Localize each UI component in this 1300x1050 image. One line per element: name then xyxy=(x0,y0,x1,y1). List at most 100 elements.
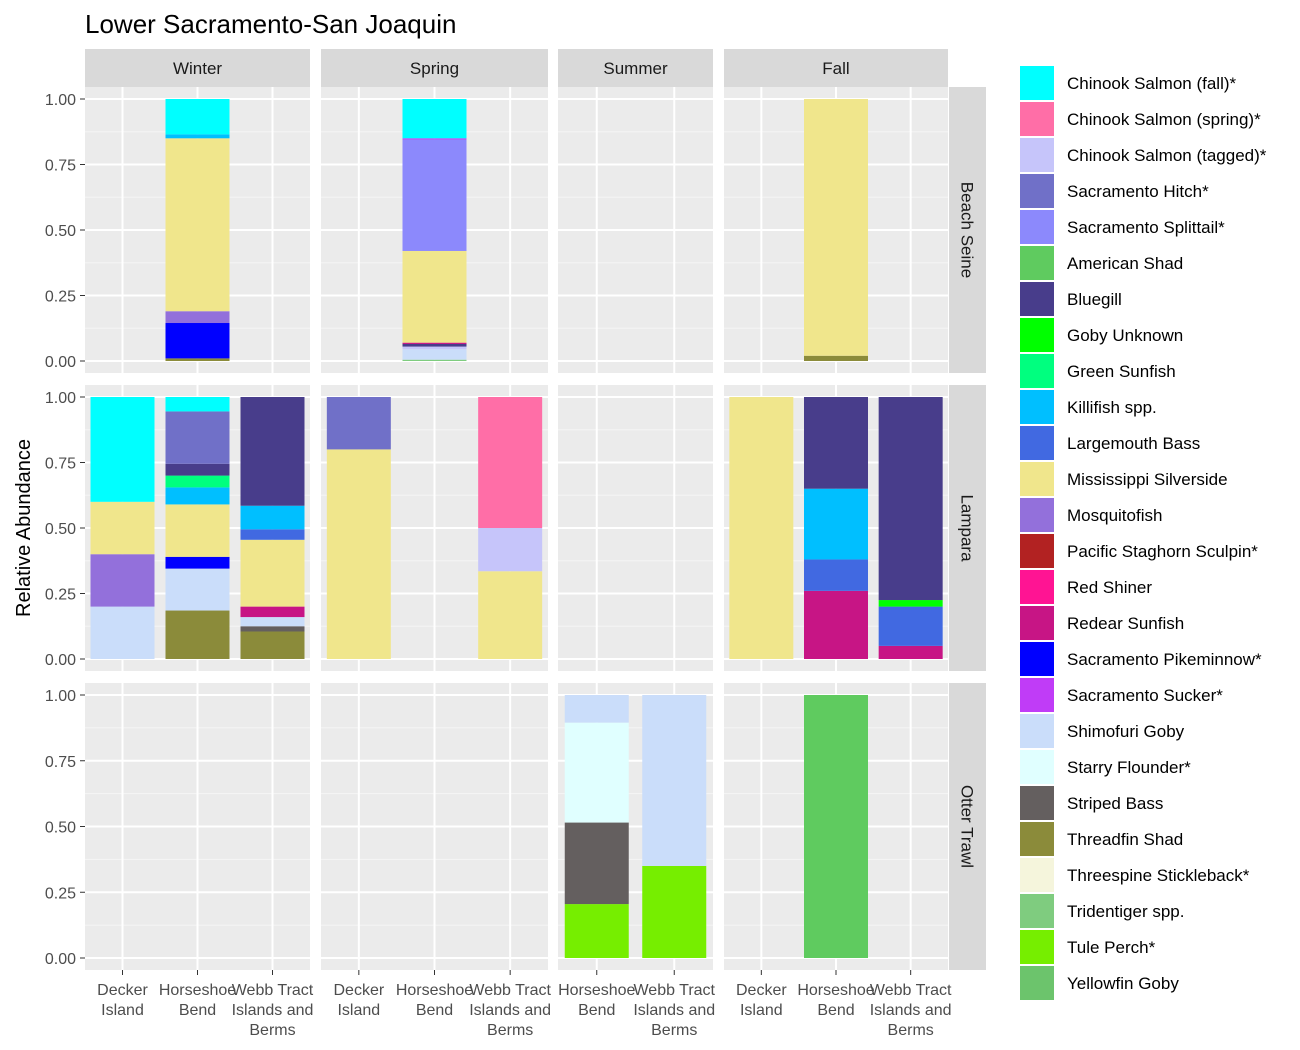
legend-item-redear-sunfish: Redear Sunfish xyxy=(1020,606,1184,640)
legend-item-largemouth-bass: Largemouth Bass xyxy=(1020,426,1200,460)
legend-label: Chinook Salmon (tagged)* xyxy=(1067,146,1267,165)
bar-segment-chinook-salmon-fall xyxy=(90,397,155,502)
x-tick-label: Webb Tract Islands and Berms xyxy=(633,982,715,1039)
y-tick-label: 1.00 xyxy=(45,688,76,705)
legend-item-yellowfin-goby: Yellowfin Goby xyxy=(1020,966,1179,1000)
bar-segment-shimofuri-goby xyxy=(642,695,707,866)
legend-item-starry-flounder: Starry Flounder* xyxy=(1020,750,1191,784)
strip-background xyxy=(949,683,986,970)
legend-label: Threespine Stickleback* xyxy=(1067,866,1250,885)
panel-lampara-summer xyxy=(558,385,713,671)
legend-item-mosquitofish: Mosquitofish xyxy=(1020,498,1162,532)
bar-segment-sacramento-splittail xyxy=(402,139,467,251)
bar-segment-mississippi-silverside xyxy=(326,449,391,659)
bar-beach-seine-winter-horseshoe-bend xyxy=(165,99,230,361)
y-tick-label: 0.50 xyxy=(45,223,76,240)
bar-segment-mississippi-silverside xyxy=(478,571,543,659)
strip-summer: Summer xyxy=(558,49,713,87)
legend-key xyxy=(1020,426,1054,460)
y-tick-label: 0.25 xyxy=(45,587,76,604)
bar-segment-striped-bass xyxy=(564,822,629,905)
bar-lampara-fall-webb-tract-islands-and-berms xyxy=(878,397,943,659)
legend-label: Chinook Salmon (spring)* xyxy=(1067,110,1261,129)
legend-label: Bluegill xyxy=(1067,290,1122,309)
strip-fall: Fall xyxy=(724,49,948,87)
legend-label: Largemouth Bass xyxy=(1067,434,1200,453)
bar-segment-mississippi-silverside xyxy=(240,539,305,607)
strip-background xyxy=(321,49,548,87)
bar-segment-largemouth-bass xyxy=(878,606,943,646)
bar-segment-redear-sunfish xyxy=(240,606,305,618)
legend-item-tridentiger-spp: Tridentiger spp. xyxy=(1020,894,1184,928)
legend-label: Goby Unknown xyxy=(1067,326,1183,345)
legend-item-sacramento-sucker: Sacramento Sucker* xyxy=(1020,678,1223,712)
y-tick-label: 0.75 xyxy=(45,754,76,771)
legend-item-green-sunfish: Green Sunfish xyxy=(1020,354,1176,388)
legend-item-killifish-spp: Killifish spp. xyxy=(1020,390,1157,424)
y-tick-label: 0.00 xyxy=(45,951,76,968)
legend-label: Mosquitofish xyxy=(1067,506,1162,525)
legend-key xyxy=(1020,102,1054,136)
bar-segment-sacramento-sucker xyxy=(402,138,467,140)
x-tick-label: Webb Tract Islands and Berms xyxy=(232,982,314,1039)
strip-spring: Spring xyxy=(321,49,548,87)
y-axis: 0.00 0.25 0.50 0.75 1.00 0.00 0.25 0.50 0.75 1.00… xyxy=(45,92,85,968)
legend-item-mississippi-silverside: Mississippi Silverside xyxy=(1020,462,1228,496)
strip-label: Fall xyxy=(822,59,849,78)
strip-winter: Winter xyxy=(85,49,310,87)
legend-key xyxy=(1020,822,1054,856)
bar-lampara-spring-webb-tract-islands-and-berms xyxy=(478,397,543,659)
bar-segment-largemouth-bass xyxy=(804,559,868,591)
bar-segment-shimofuri-goby xyxy=(90,606,155,659)
legend-key xyxy=(1020,858,1054,892)
legend-item-chinook-salmon-fall: Chinook Salmon (fall)* xyxy=(1020,66,1237,100)
panel-otter-trawl-spring xyxy=(321,683,548,970)
legend-key xyxy=(1020,354,1054,388)
legend-label: Starry Flounder* xyxy=(1067,758,1191,777)
bar-segment-goby-unknown xyxy=(878,600,943,607)
legend-key xyxy=(1020,750,1054,784)
bar-otter-trawl-summer-horseshoe-bend xyxy=(564,695,629,958)
bar-segment-bluegill xyxy=(804,397,868,489)
bar-segment-mississippi-silverside xyxy=(804,99,868,356)
legend: Chinook Salmon (fall)* Chinook Salmon (sp… xyxy=(1020,66,1267,1000)
y-tick-label: 0.00 xyxy=(45,354,76,371)
bar-segment-chinook-salmon-fall xyxy=(165,99,230,135)
legend-item-sacramento-hitch: Sacramento Hitch* xyxy=(1020,174,1209,208)
bar-segment-chinook-salmon-fall xyxy=(165,397,230,412)
x-tick-label: Webb Tract Islands and Berms xyxy=(870,982,952,1039)
x-tick-label: Horseshoe Bend xyxy=(396,982,473,1019)
bar-lampara-fall-horseshoe-bend xyxy=(804,397,868,659)
strip-label: Summer xyxy=(603,59,668,78)
bar-otter-trawl-fall-horseshoe-bend xyxy=(804,695,868,958)
legend-label: Redear Sunfish xyxy=(1067,614,1184,633)
legend-label: Sacramento Sucker* xyxy=(1067,686,1223,705)
x-tick-label: Decker Island xyxy=(97,982,148,1019)
bar-segment-killifish-spp xyxy=(165,134,230,139)
bar-segment-bluegill xyxy=(165,463,230,476)
legend-item-goby-unknown: Goby Unknown xyxy=(1020,318,1183,352)
bar-segment-chinook-salmon-tagged xyxy=(478,528,543,572)
panel-beach-seine-summer xyxy=(558,87,713,373)
legend-item-pacific-staghorn-sculpin: Pacific Staghorn Sculpin* xyxy=(1020,534,1258,568)
x-tick-label: Decker Island xyxy=(333,982,384,1019)
x-tick-label: Horseshoe Bend xyxy=(797,982,874,1019)
legend-item-sacramento-splittail: Sacramento Splittail* xyxy=(1020,210,1225,244)
legend-label: Green Sunfish xyxy=(1067,362,1176,381)
legend-item-red-shiner: Red Shiner xyxy=(1020,570,1152,604)
bar-segment-mississippi-silverside xyxy=(90,501,155,555)
legend-key xyxy=(1020,462,1054,496)
strip-label: Lampara xyxy=(958,494,977,562)
bar-segment-sacramento-hitch xyxy=(326,397,391,450)
legend-label: Shimofuri Goby xyxy=(1067,722,1185,741)
bar-segment-threadfin-shad xyxy=(240,631,305,659)
bar-segment-shimofuri-goby xyxy=(165,568,230,611)
legend-label: Killifish spp. xyxy=(1067,398,1157,417)
bar-segment-largemouth-bass xyxy=(240,529,305,540)
legend-key xyxy=(1020,534,1054,568)
legend-key xyxy=(1020,570,1054,604)
legend-label: Tule Perch* xyxy=(1067,938,1156,957)
legend-item-chinook-salmon-spring: Chinook Salmon (spring)* xyxy=(1020,102,1261,136)
legend-label: Sacramento Splittail* xyxy=(1067,218,1225,237)
